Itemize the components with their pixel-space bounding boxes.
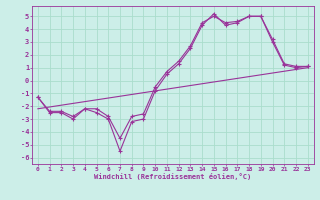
X-axis label: Windchill (Refroidissement éolien,°C): Windchill (Refroidissement éolien,°C)	[94, 173, 252, 180]
